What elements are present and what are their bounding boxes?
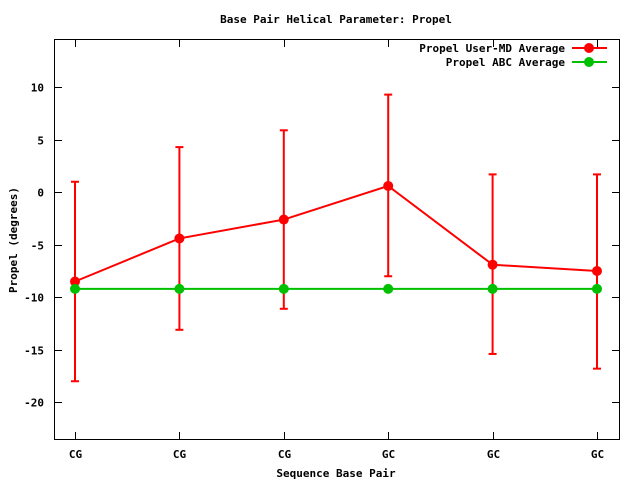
data-point [70, 276, 80, 287]
series-1 [70, 93, 602, 383]
y-tick-label: 0 [37, 187, 44, 200]
y-axis-label: Propel (degrees) [7, 187, 20, 293]
series-2 [70, 283, 602, 294]
data-point [487, 283, 498, 294]
x-tick-label: GC [591, 448, 604, 461]
data-point [592, 283, 602, 294]
x-tick-label: CG [278, 448, 292, 461]
chart-title: Base Pair Helical Parameter: Propel [220, 13, 452, 26]
legend-label: Propel User-MD Average [419, 42, 565, 55]
x-axis-label: Sequence Base Pair [276, 467, 396, 480]
data-point [174, 283, 185, 294]
y-tick-label: 10 [31, 82, 44, 95]
legend-swatch-marker [584, 43, 594, 53]
x-tick-label: CG [173, 448, 187, 461]
data-point [174, 233, 185, 244]
y-tick-label: -15 [24, 345, 44, 358]
y-axis: 10 5 0 -5 -10 -15 -20 [24, 82, 619, 410]
data-point [383, 180, 394, 191]
plot-frame [54, 39, 620, 440]
y-tick-label: 5 [37, 135, 44, 148]
x-tick-label: CG [69, 448, 83, 461]
data-point [278, 214, 289, 225]
data-point [383, 283, 394, 294]
data-point [487, 259, 498, 270]
data-point [278, 283, 289, 294]
y-tick-label: -5 [31, 240, 44, 253]
x-axis: CG CG CG GC GC GC [69, 40, 604, 461]
x-tick-label: GC [487, 448, 500, 461]
data-point [592, 266, 602, 276]
legend-label: Propel ABC Average [446, 56, 566, 69]
y-tick-label: -10 [24, 292, 44, 305]
x-tick-label: GC [382, 448, 395, 461]
legend-swatch-marker [584, 57, 594, 67]
y-tick-label: -20 [24, 397, 44, 410]
series-line [74, 184, 598, 283]
data-point [70, 283, 80, 294]
series-layer [70, 93, 602, 383]
